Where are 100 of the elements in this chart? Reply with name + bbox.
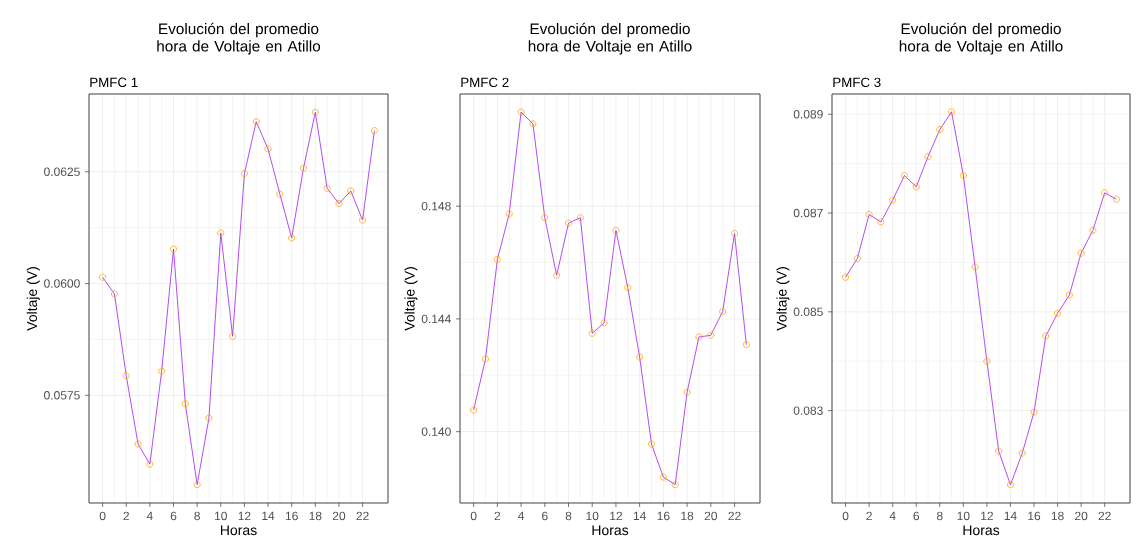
- point: [470, 406, 478, 414]
- point: [1042, 332, 1050, 340]
- point: [588, 329, 596, 337]
- point: [1077, 249, 1085, 257]
- point: [948, 108, 956, 116]
- x-tick-label: 4: [889, 511, 896, 520]
- y-tick-label: 0.0575: [44, 391, 80, 400]
- point: [1054, 309, 1062, 317]
- point: [110, 290, 118, 298]
- point: [983, 357, 991, 365]
- point: [936, 126, 944, 134]
- point: [359, 216, 367, 224]
- point: [648, 440, 655, 448]
- y-tick-label: 0.083: [793, 406, 823, 415]
- point: [146, 460, 154, 468]
- chart-title: Evolución del promedio hora de Voltaje en Atillo: [899, 22, 1063, 55]
- x-axis-title: Horas: [963, 525, 1000, 536]
- x-tick-label: 16: [285, 511, 298, 521]
- x-tick-label: 10: [957, 511, 970, 521]
- chart-title: Evolución del promedio hora de Voltaje en Atillo: [157, 22, 321, 55]
- point: [541, 214, 549, 222]
- point: [493, 255, 501, 263]
- x-tick-label: 8: [565, 511, 572, 521]
- point: [347, 187, 355, 195]
- x-tick-label: 18: [681, 511, 694, 521]
- point: [959, 172, 967, 179]
- point: [229, 332, 237, 340]
- point: [1113, 195, 1120, 203]
- x-tick-label: 20: [332, 511, 346, 521]
- x-tick-label: 18: [1051, 511, 1064, 521]
- point: [612, 226, 620, 234]
- point: [695, 333, 703, 341]
- y-axis-title: Voltaje (V): [404, 267, 418, 331]
- point: [889, 196, 897, 204]
- y-tick-label: 0.087: [793, 208, 823, 218]
- point: [924, 153, 932, 161]
- point: [853, 255, 861, 262]
- x-tick-label: 20: [1075, 511, 1088, 521]
- x-tick-label: 8: [194, 511, 200, 521]
- y-tick-label: 0.0625: [44, 167, 80, 177]
- point: [517, 108, 525, 116]
- x-tick-label: 6: [542, 511, 548, 521]
- point: [671, 481, 679, 489]
- x-tick-label: 22: [356, 511, 369, 521]
- x-tick-label: 8: [936, 511, 943, 521]
- x-tick-label: 0: [470, 511, 477, 521]
- point: [995, 447, 1003, 455]
- point: [1101, 189, 1109, 197]
- x-tick-label: 10: [586, 511, 599, 521]
- point: [553, 271, 561, 279]
- point: [683, 388, 691, 396]
- chart-subtitle: PMFC 2: [461, 77, 509, 88]
- x-tick-label: 2: [866, 511, 872, 521]
- point: [742, 341, 750, 349]
- point: [659, 473, 667, 481]
- point: [1065, 291, 1073, 299]
- x-tick-label: 16: [1028, 511, 1041, 521]
- y-tick-label: 0.148: [421, 201, 451, 211]
- x-tick-label: 6: [913, 511, 920, 521]
- point: [482, 355, 489, 363]
- chart-subtitle: PMFC 1: [90, 77, 138, 88]
- x-tick-label: 20: [704, 511, 718, 521]
- x-tick-label: 22: [728, 511, 741, 521]
- x-tick-label: 12: [981, 511, 993, 521]
- x-tick-label: 18: [309, 511, 322, 521]
- x-tick-label: 0: [99, 511, 106, 521]
- chart-title: Evolución del promedio hora de Voltaje en Atillo: [528, 22, 692, 55]
- point: [900, 172, 908, 179]
- x-tick-label: 12: [238, 511, 251, 521]
- point: [335, 200, 343, 207]
- point: [205, 414, 213, 422]
- point: [158, 367, 166, 375]
- x-tick-label: 6: [170, 511, 177, 521]
- y-axis-title: Voltaje (V): [26, 267, 40, 331]
- point: [193, 481, 201, 489]
- point: [877, 218, 885, 226]
- point: [300, 164, 307, 172]
- point: [217, 229, 225, 237]
- point: [719, 308, 727, 316]
- point: [842, 273, 850, 281]
- point: [99, 273, 107, 281]
- x-tick-label: 2: [494, 511, 501, 521]
- point: [505, 210, 513, 218]
- point: [311, 108, 319, 116]
- point: [240, 170, 248, 178]
- y-axis-title: Voltaje (V): [776, 267, 790, 331]
- point: [529, 120, 537, 128]
- point: [707, 331, 715, 339]
- point: [576, 214, 584, 222]
- point: [600, 319, 608, 327]
- point: [1006, 481, 1014, 489]
- point: [1089, 226, 1097, 234]
- x-tick-label: 2: [123, 511, 129, 521]
- point: [323, 184, 331, 192]
- y-tick-label: 0.0600: [44, 279, 80, 288]
- point: [170, 245, 177, 253]
- x-tick-label: 14: [262, 511, 275, 520]
- point: [971, 263, 979, 271]
- point: [288, 234, 296, 242]
- x-tick-label: 10: [215, 511, 227, 521]
